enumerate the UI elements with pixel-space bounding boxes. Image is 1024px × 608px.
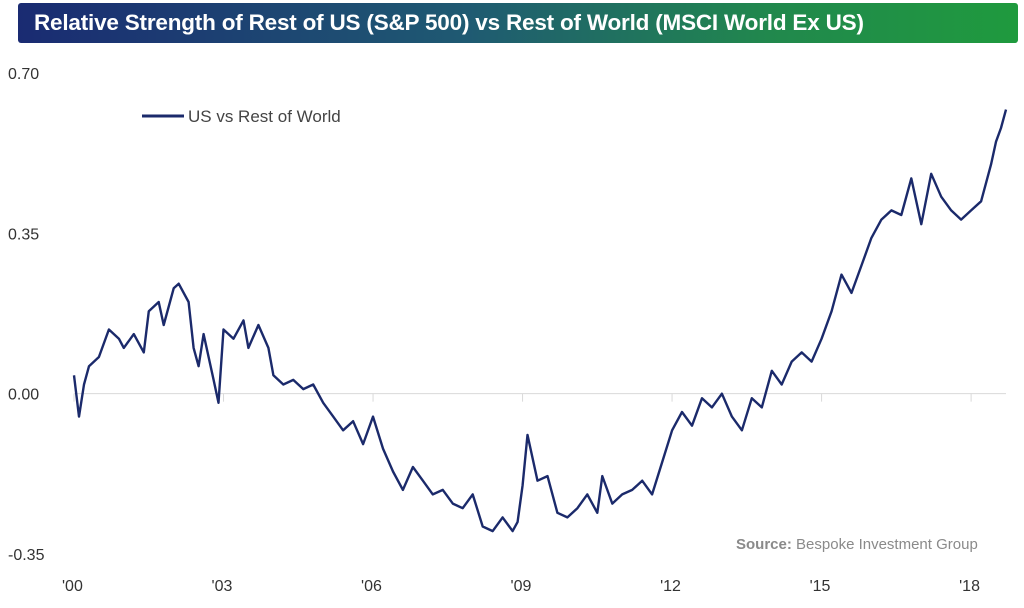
source-label: Source: (736, 536, 792, 553)
x-tick-label: '00 (62, 578, 83, 595)
source-text: Bespoke Investment Group (796, 536, 978, 553)
y-tick-label: 0.35 (8, 226, 39, 243)
chart-title-bar: Relative Strength of Rest of US (S&P 500… (18, 3, 1018, 43)
x-tick-label: '12 (660, 578, 681, 595)
series-layer (72, 109, 1008, 533)
x-tick-label: '06 (361, 578, 382, 595)
source-note: Source: Bespoke Investment Group (736, 536, 978, 553)
x-tick-label: '18 (959, 578, 980, 595)
x-axis-ticks: '00 '03 '06 '09 '12 '15 '18 (62, 578, 980, 595)
y-tick-label: 0.70 (8, 66, 39, 83)
series-line (72, 109, 1008, 533)
y-tick-label: 0.00 (8, 387, 39, 404)
y-axis-ticks: 0.70 0.35 0.00 -0.35 (8, 66, 45, 564)
grid (73, 393, 1006, 402)
x-tick-label: '09 (511, 578, 532, 595)
x-tick-label: '15 (810, 578, 831, 595)
legend: US vs Rest of World (142, 107, 341, 126)
x-tick-label: '03 (212, 578, 233, 595)
y-tick-label: -0.35 (8, 547, 45, 564)
legend-label: US vs Rest of World (188, 107, 341, 126)
chart-title: Relative Strength of Rest of US (S&P 500… (34, 10, 864, 35)
